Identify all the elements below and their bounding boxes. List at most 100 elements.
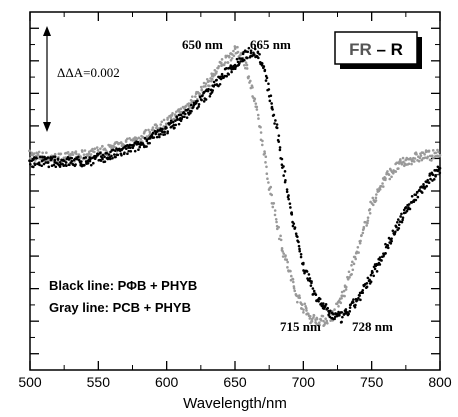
- data-point: [114, 155, 117, 159]
- scale-bar-arrow-bottom: [43, 122, 51, 132]
- data-point: [249, 79, 252, 83]
- data-point: [305, 306, 308, 310]
- data-point: [164, 122, 168, 126]
- data-point: [421, 151, 425, 154]
- data-point: [247, 46, 251, 50]
- data-point: [28, 149, 31, 153]
- scale-bar-label: ΔΔA=0.002: [57, 65, 120, 80]
- data-point: [236, 50, 240, 54]
- legend-gray-line: Gray line: PCB + PHYB: [49, 300, 191, 315]
- data-point: [423, 153, 426, 156]
- data-point: [353, 305, 357, 309]
- data-point: [245, 67, 249, 70]
- data-point: [179, 113, 183, 117]
- data-point: [151, 126, 155, 129]
- data-point: [290, 211, 293, 214]
- data-point: [318, 297, 322, 301]
- data-point: [375, 270, 379, 273]
- data-point: [46, 161, 50, 164]
- data-point: [88, 159, 92, 163]
- data-point: [75, 152, 78, 156]
- data-point: [41, 159, 44, 162]
- data-point: [166, 116, 169, 120]
- data-point: [189, 111, 192, 115]
- data-point: [66, 150, 70, 154]
- data-point: [277, 134, 281, 137]
- data-point: [308, 277, 312, 280]
- data-point: [44, 161, 48, 164]
- data-point: [95, 146, 99, 149]
- data-point: [348, 310, 352, 313]
- data-point: [438, 153, 442, 157]
- data-point: [257, 117, 260, 120]
- data-point: [410, 201, 414, 204]
- peak-label-728: 728 nm: [352, 319, 393, 334]
- data-point: [200, 88, 204, 91]
- data-point: [217, 65, 221, 68]
- data-point: [271, 108, 274, 111]
- data-point: [68, 154, 72, 158]
- data-point: [83, 149, 87, 152]
- box-label-r: R: [391, 40, 403, 59]
- data-point: [295, 294, 299, 298]
- data-point: [230, 57, 234, 60]
- data-point: [315, 317, 319, 321]
- data-point: [128, 143, 132, 147]
- data-point: [233, 67, 237, 71]
- data-point: [74, 150, 78, 153]
- data-point: [273, 209, 277, 212]
- data-point: [183, 112, 187, 116]
- data-point: [333, 317, 336, 321]
- data-point: [310, 320, 313, 323]
- data-point: [409, 157, 412, 160]
- data-point: [417, 159, 421, 163]
- data-point: [390, 239, 393, 243]
- data-point: [430, 159, 433, 162]
- data-point: [258, 52, 261, 56]
- data-point: [127, 149, 131, 153]
- data-point: [239, 52, 243, 56]
- data-point: [384, 252, 387, 255]
- data-point: [374, 199, 378, 202]
- data-point: [298, 294, 301, 297]
- data-point: [282, 174, 285, 177]
- data-point: [163, 130, 166, 134]
- data-point: [28, 159, 31, 163]
- peak-label-665: 665 nm: [250, 37, 291, 52]
- data-point: [284, 254, 287, 257]
- data-point: [71, 153, 75, 156]
- data-point: [211, 77, 214, 81]
- data-point: [386, 246, 390, 250]
- data-point: [299, 252, 303, 256]
- data-point: [340, 290, 344, 294]
- data-point: [219, 75, 222, 79]
- data-point: [260, 62, 264, 65]
- data-point: [128, 146, 132, 150]
- data-point: [166, 130, 170, 133]
- data-point: [79, 156, 82, 159]
- data-point: [286, 260, 289, 264]
- data-point: [39, 155, 42, 159]
- data-point: [321, 304, 325, 308]
- data-point: [422, 183, 425, 186]
- data-point: [143, 136, 147, 140]
- data-point: [341, 315, 344, 319]
- data-point: [393, 232, 397, 236]
- data-point: [46, 156, 50, 159]
- data-point: [80, 160, 83, 163]
- data-point: [410, 162, 413, 166]
- data-point: [220, 58, 224, 61]
- data-point: [396, 218, 400, 221]
- data-point: [312, 314, 316, 317]
- data-point: [344, 285, 348, 289]
- data-point: [194, 101, 198, 105]
- data-point: [368, 278, 371, 282]
- box-label-fr: FR: [349, 40, 372, 59]
- data-point: [267, 181, 270, 184]
- data-point: [223, 74, 227, 78]
- data-point: [156, 130, 159, 133]
- data-point: [378, 188, 382, 191]
- data-point: [41, 151, 44, 155]
- data-point: [93, 157, 97, 161]
